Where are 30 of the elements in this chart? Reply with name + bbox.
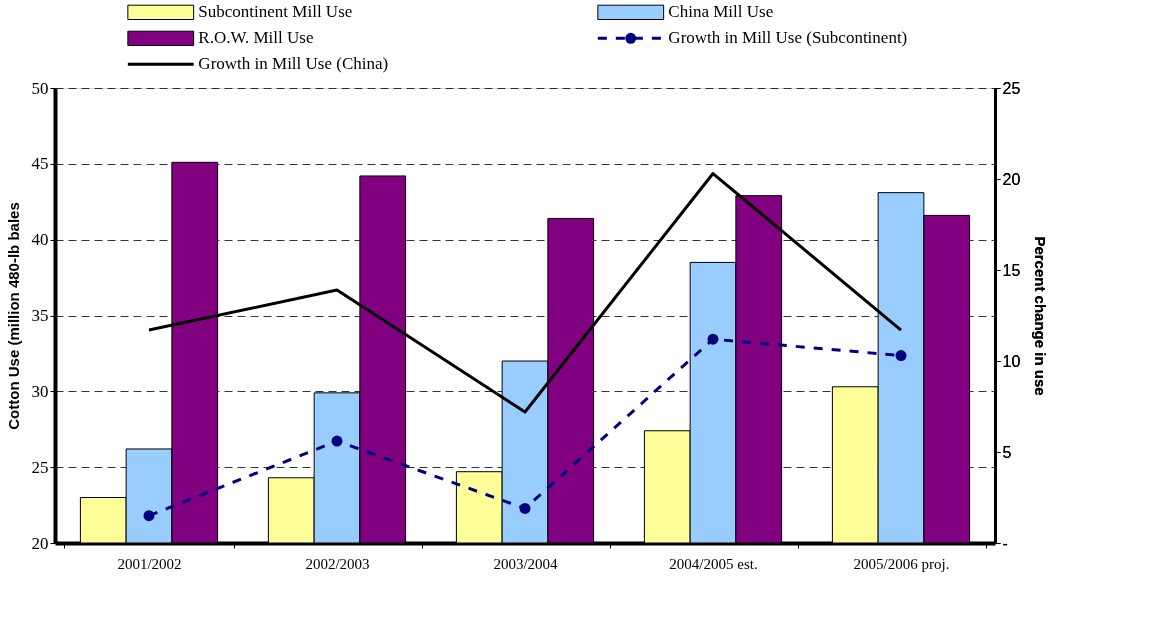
y2-tick-label: -	[1002, 534, 1008, 552]
point	[707, 333, 719, 345]
y-tick-label: 45	[31, 154, 49, 174]
y-tick-label: 40	[31, 230, 49, 250]
legend-label: R.O.W. Mill Use	[198, 28, 314, 48]
y2-tick-label: 15	[1002, 261, 1021, 279]
x-tick-label: 2001/2002	[117, 555, 182, 572]
y-tick-label: 30	[31, 381, 49, 401]
y2-tick-label: 25	[1002, 79, 1021, 97]
legend-label: Subcontinent Mill Use	[198, 2, 353, 22]
y2-axis-title: Percent change in use	[1032, 236, 1050, 396]
point	[519, 502, 531, 514]
x-tick-label: 2005/2006 proj.	[853, 555, 950, 572]
legend-label: Growth in Mill Use (Subcontinent)	[668, 28, 908, 48]
y2-tick-label: 5	[1002, 443, 1012, 461]
x-tick-label: 2002/2003	[305, 555, 370, 572]
x-tick-label: 2004/2005 est.	[669, 555, 758, 572]
y-axis-title: Cotton Use (million 480-lb bales	[4, 202, 22, 430]
y2-tick-label: 20	[1002, 170, 1021, 188]
y-tick-label: 35	[31, 306, 49, 325]
y-tick-label: 25	[31, 457, 49, 477]
point	[895, 350, 907, 362]
y2-tick-label: 10	[1002, 352, 1021, 370]
y-tick-label: 20	[31, 533, 49, 553]
x-tick-label: 2003/2004	[493, 555, 559, 572]
y-tick-label: 50	[31, 78, 49, 98]
legend-label: China Mill Use	[668, 2, 774, 22]
point	[331, 435, 343, 447]
legend-label: Growth in Mill Use (China)	[198, 54, 389, 74]
point	[143, 510, 155, 522]
